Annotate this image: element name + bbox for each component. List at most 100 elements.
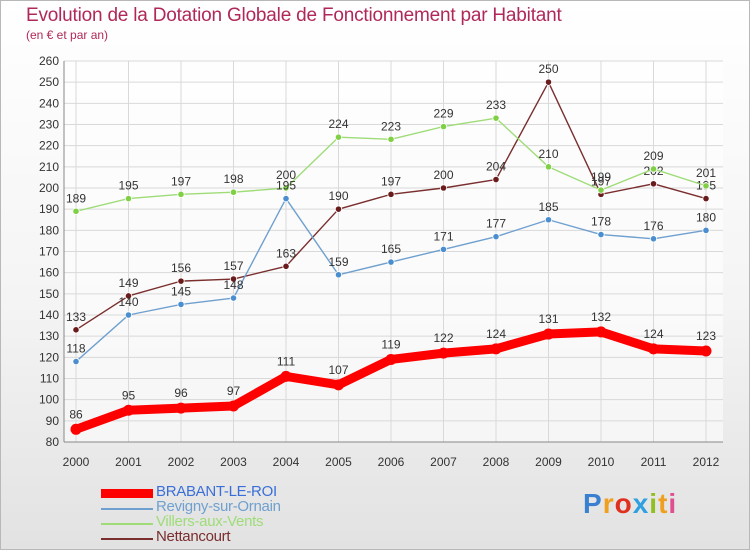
y-tick-label: 150 [39, 287, 59, 301]
data-label: 199 [591, 170, 611, 184]
data-point [333, 379, 344, 391]
data-point [702, 182, 710, 190]
data-point [229, 275, 238, 283]
legend-label: Revigny-sur-Ornain [156, 498, 281, 515]
proxiti-logo: Proxiti [583, 488, 677, 520]
data-label: 148 [223, 278, 243, 292]
data-point [439, 184, 448, 192]
data-point [229, 294, 238, 302]
legend-label: BRABANT-LE-ROI [156, 483, 277, 500]
data-point [490, 343, 502, 355]
x-tick-label: 2000 [63, 455, 90, 469]
data-label: 198 [223, 172, 243, 186]
data-label: 195 [276, 179, 296, 193]
x-tick-label: 2009 [535, 455, 562, 469]
y-tick-label: 190 [39, 202, 59, 216]
data-point [595, 326, 607, 338]
x-tick-label: 2007 [430, 455, 457, 469]
y-tick-label: 110 [40, 372, 59, 386]
data-point [543, 328, 554, 340]
data-point [177, 190, 185, 198]
data-label: 180 [696, 210, 716, 224]
x-tick-label: 2005 [325, 455, 352, 469]
data-label: 209 [643, 149, 663, 163]
y-tick-label: 140 [39, 308, 59, 322]
data-label: 190 [328, 189, 348, 203]
data-point [280, 370, 292, 382]
data-point [124, 311, 133, 319]
y-tick-label: 80 [46, 435, 60, 449]
legend-label: Nettancourt [156, 528, 231, 545]
data-label: 229 [433, 107, 453, 121]
data-point [334, 271, 343, 279]
x-tick-label: 2011 [641, 455, 667, 469]
data-label: 201 [696, 166, 716, 180]
legend-swatch [101, 507, 153, 510]
y-tick-label: 200 [39, 181, 59, 195]
data-point [649, 235, 658, 243]
logo-letter: i [668, 488, 678, 519]
data-point [229, 188, 238, 196]
data-point [700, 345, 712, 357]
data-point [492, 233, 500, 241]
data-label: 224 [328, 117, 348, 131]
data-label: 133 [66, 310, 86, 324]
x-tick-label: 2004 [273, 455, 300, 469]
data-point [72, 207, 80, 215]
data-label: 200 [433, 168, 453, 182]
data-point [438, 347, 449, 359]
data-point [334, 205, 343, 213]
data-point [492, 114, 500, 122]
data-point [124, 292, 133, 300]
data-label: 132 [591, 310, 611, 324]
data-label: 118 [66, 342, 85, 356]
data-point [702, 194, 710, 203]
y-tick-label: 120 [39, 350, 59, 364]
data-label: 223 [381, 119, 401, 133]
x-tick-label: 2002 [168, 455, 195, 469]
data-label: 96 [174, 386, 188, 400]
y-tick-label: 260 [39, 54, 59, 68]
data-point [177, 300, 185, 309]
y-tick-label: 170 [39, 245, 59, 259]
data-label: 95 [122, 388, 136, 402]
y-tick-label: 210 [39, 160, 59, 174]
logo-letter: t [658, 488, 669, 519]
data-label: 119 [381, 337, 400, 351]
data-label: 145 [171, 284, 191, 298]
logo-letter: o [614, 488, 633, 519]
data-label: 197 [381, 174, 401, 188]
x-tick-label: 2008 [483, 455, 510, 469]
data-label: 195 [118, 179, 138, 193]
data-point [439, 123, 448, 131]
data-point [439, 245, 448, 253]
data-point [492, 175, 500, 184]
logo-letter: P [583, 488, 603, 519]
data-label: 156 [171, 261, 191, 275]
data-point [175, 402, 187, 414]
y-tick-label: 240 [39, 96, 59, 110]
data-point [649, 180, 658, 188]
data-label: 250 [538, 62, 558, 76]
data-label: 122 [433, 331, 453, 345]
data-label: 97 [227, 384, 241, 398]
data-label: 233 [486, 98, 506, 112]
data-label: 171 [433, 229, 453, 243]
data-label: 86 [69, 407, 83, 421]
data-label: 123 [696, 329, 716, 343]
data-label: 124 [643, 327, 663, 341]
x-tick-label: 2010 [588, 455, 615, 469]
y-tick-label: 160 [39, 266, 59, 280]
logo-letter: i [649, 488, 659, 519]
data-point [72, 326, 80, 334]
legend-swatch [101, 537, 153, 540]
data-label: 157 [223, 259, 243, 273]
x-tick-label: 2003 [220, 455, 247, 469]
data-label: 163 [276, 246, 296, 260]
data-label: 210 [538, 147, 558, 161]
data-point [544, 216, 553, 224]
data-label: 149 [118, 276, 138, 290]
data-label: 197 [171, 174, 191, 188]
